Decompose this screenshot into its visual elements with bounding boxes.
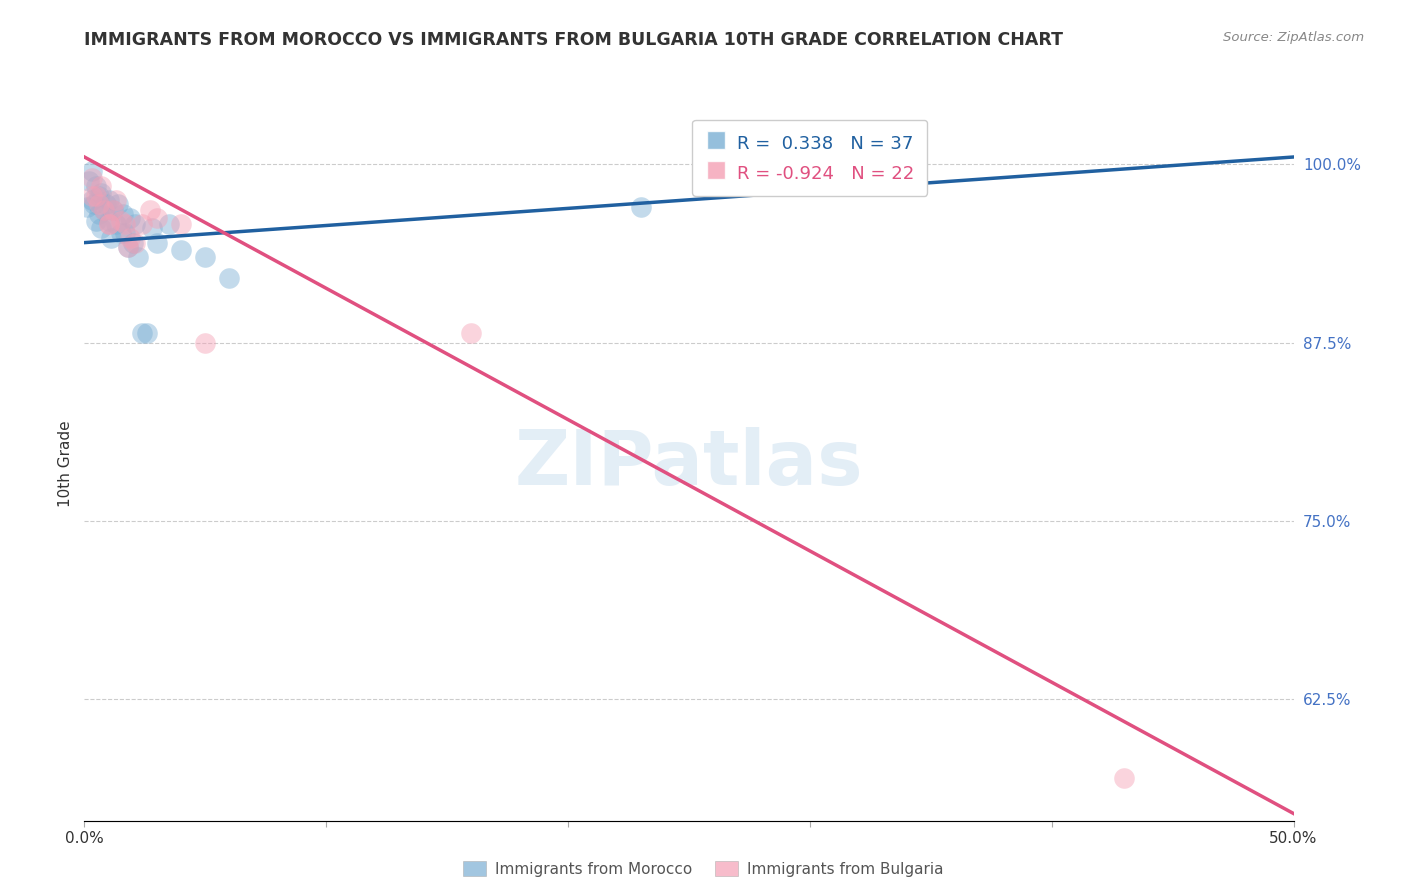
Point — [87, 207, 110, 221]
Point — [117, 240, 139, 254]
Point — [87, 188, 110, 202]
Text: ZIPatlas: ZIPatlas — [515, 427, 863, 500]
Point — [117, 240, 139, 254]
Point — [124, 217, 146, 231]
Point — [194, 250, 217, 264]
Point — [83, 197, 105, 211]
Point — [112, 207, 135, 221]
Point — [146, 235, 169, 250]
Point — [80, 188, 103, 202]
Point — [141, 221, 163, 235]
Point — [131, 326, 153, 340]
Text: IMMIGRANTS FROM MOROCCO VS IMMIGRANTS FROM BULGARIA 10TH GRADE CORRELATION CHART: IMMIGRANTS FROM MOROCCO VS IMMIGRANTS FR… — [84, 31, 1063, 49]
Point — [100, 231, 122, 245]
Point — [90, 221, 112, 235]
Point — [460, 326, 482, 340]
Point — [97, 217, 120, 231]
Point — [157, 217, 180, 231]
Point — [97, 193, 120, 207]
Point — [136, 326, 159, 340]
Point — [170, 243, 193, 257]
Point — [725, 178, 748, 193]
Point — [103, 202, 125, 217]
Point — [131, 217, 153, 231]
Point — [97, 217, 120, 231]
Point — [120, 231, 142, 245]
Point — [110, 226, 132, 240]
Point — [124, 235, 146, 250]
Point — [93, 202, 115, 217]
Point — [630, 200, 652, 214]
Point — [93, 202, 115, 217]
Point — [110, 214, 132, 228]
Point — [80, 193, 103, 207]
Point — [94, 197, 117, 211]
Legend: Immigrants from Morocco, Immigrants from Bulgaria: Immigrants from Morocco, Immigrants from… — [456, 853, 950, 884]
Point — [107, 197, 129, 211]
Point — [80, 164, 103, 178]
Point — [86, 188, 108, 202]
Point — [146, 211, 169, 226]
Point — [80, 171, 103, 186]
Point — [104, 217, 127, 231]
Point — [1114, 771, 1136, 785]
Point — [194, 335, 217, 350]
Point — [90, 186, 112, 200]
Point — [86, 214, 108, 228]
Point — [76, 200, 98, 214]
Point — [114, 226, 136, 240]
Point — [170, 217, 193, 231]
Point — [90, 178, 112, 193]
Point — [120, 211, 142, 226]
Point — [77, 174, 100, 188]
Y-axis label: 10th Grade: 10th Grade — [58, 420, 73, 508]
Point — [86, 178, 108, 193]
Point — [218, 271, 240, 285]
Point — [104, 193, 127, 207]
Point — [121, 235, 143, 250]
Point — [103, 202, 125, 217]
Point — [138, 202, 160, 217]
Point — [127, 250, 149, 264]
Point — [87, 197, 110, 211]
Point — [97, 214, 120, 228]
Text: Source: ZipAtlas.com: Source: ZipAtlas.com — [1223, 31, 1364, 45]
Legend: R =  0.338   N = 37, R = -0.924   N = 22: R = 0.338 N = 37, R = -0.924 N = 22 — [692, 120, 928, 195]
Point — [114, 217, 136, 231]
